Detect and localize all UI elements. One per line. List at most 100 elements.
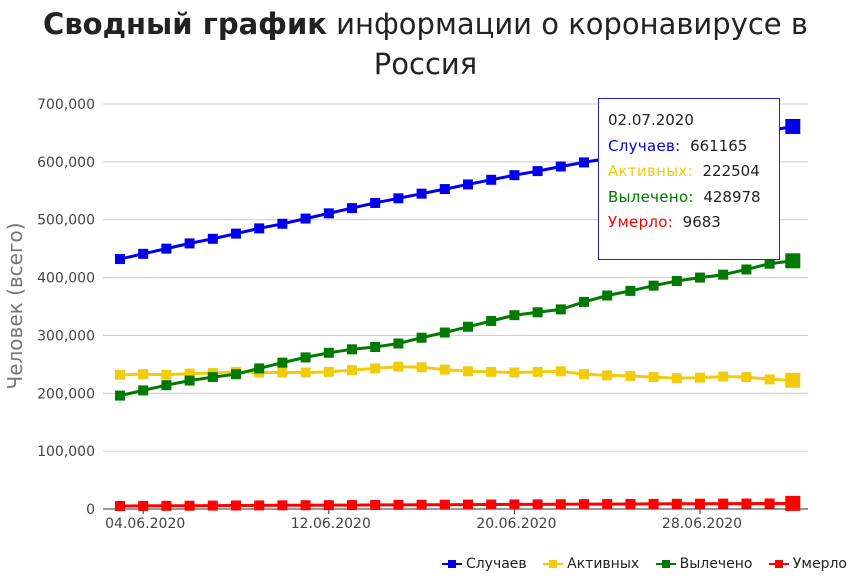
data-point [416,332,427,343]
data-point [370,499,381,510]
data-point [695,372,705,383]
data-point [115,369,125,380]
data-point [254,223,265,234]
tooltip-row-deaths: Умерло: 9683 [608,210,779,236]
legend-label-deaths: Умерло [792,556,847,572]
tooltip-row-cases: Случаев: 661165 [608,134,779,160]
data-point [509,499,520,510]
data-point [138,369,149,380]
data-point [718,371,729,382]
data-point [602,370,613,381]
legend-item-recovered[interactable]: Вылечено [655,556,753,572]
data-point [300,367,311,378]
x-tick-label: 04.06.2020 [105,516,185,532]
data-point [207,233,218,244]
data-point [184,368,195,379]
data-point [138,500,149,511]
legend-swatch-active [543,559,564,569]
data-point [439,499,450,510]
tooltip-recovered-value: 428978 [703,187,761,206]
data-point [184,238,195,249]
chart-title-bold: Сводный график [43,7,327,41]
data-point [231,369,241,380]
data-point [347,365,357,376]
data-point [671,276,682,287]
data-point [785,118,801,134]
data-point [323,366,334,377]
series-line-deaths [119,501,793,508]
data-point [555,304,566,315]
data-point [555,499,566,510]
data-point [254,363,265,374]
data-point [207,500,218,511]
legend-item-cases[interactable]: Случаев [441,556,527,572]
data-point [718,269,729,280]
data-point [161,500,172,511]
data-point [509,170,520,181]
data-point [463,321,473,332]
series-active [115,361,801,388]
data-point [486,315,497,326]
data-point [602,290,613,301]
data-point [463,499,473,510]
data-point [718,498,729,509]
chart-title-rest: информации о коронавирусе в Россия [326,7,808,81]
data-point [323,347,334,358]
y-tick-label: 300,000 [37,328,95,344]
data-tooltip: 02.07.2020 Случаев: 661165 Активных: 222… [598,98,780,260]
data-point [555,161,566,172]
data-point [138,248,149,259]
y-tick-label: 700,000 [37,97,95,113]
legend-item-active[interactable]: Активных [543,556,639,572]
data-point [416,362,427,373]
data-point [695,498,705,509]
data-point [161,369,172,380]
data-point [625,285,636,296]
legend-label-recovered: Вылечено [679,556,753,572]
data-point [323,500,334,511]
data-point [579,296,589,307]
data-point [695,272,705,283]
data-point [532,166,543,177]
data-point [648,372,659,383]
data-point [184,375,195,386]
data-point [161,243,172,254]
data-point [509,310,520,321]
data-point [277,367,288,378]
data-point [115,500,125,511]
data-point [463,179,473,190]
data-point [300,213,311,224]
series-layer [115,118,801,511]
data-point [671,498,682,509]
data-point [625,370,636,381]
y-tick-label: 400,000 [37,271,95,287]
x-tick-label: 20.06.2020 [476,516,556,532]
data-point [579,157,589,168]
data-point [463,366,473,377]
data-point [416,499,427,510]
data-point [648,280,659,291]
x-tick-label: 12.06.2020 [291,516,371,532]
data-point [648,498,659,509]
data-point [300,352,311,363]
legend-item-deaths[interactable]: Умерло [768,556,847,572]
data-point [579,499,589,510]
data-point [532,307,543,318]
data-point [785,372,801,388]
data-point [231,500,241,511]
data-point [602,499,613,510]
data-point [277,357,288,368]
data-point [741,264,752,275]
data-point [370,342,381,352]
series-line-recovered [119,259,793,398]
data-point [785,495,801,511]
legend-swatch-cases [441,559,462,569]
legend-label-cases: Случаев [465,556,527,572]
data-point [323,208,334,219]
axis-layer: 0 100,000 200,000 300,000 400,000 500,000 600,… [3,97,742,532]
data-point [370,197,381,208]
tooltip-recovered-label: Вылечено: [608,187,694,206]
legend-swatch-deaths [768,559,789,569]
data-point [277,500,288,511]
